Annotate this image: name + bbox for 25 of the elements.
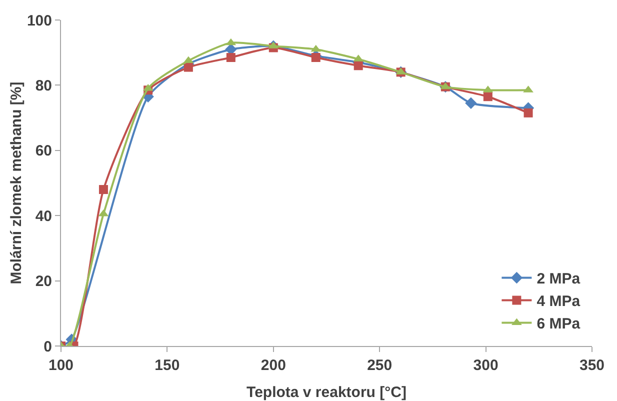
point — [483, 92, 492, 102]
point — [465, 97, 477, 109]
legend-label: 6 MPa — [536, 316, 581, 333]
point — [311, 52, 320, 62]
x-tick-label: 250 — [367, 357, 392, 374]
x-tick-label: 350 — [579, 357, 605, 374]
x-tick-label: 150 — [154, 357, 180, 374]
x-tick-label: 300 — [473, 357, 498, 374]
y-tick-label: 60 — [35, 142, 52, 160]
y-tick-label: 40 — [35, 208, 52, 225]
point — [184, 62, 193, 72]
x-axis-title: Teplota v reaktoru [°C] — [246, 384, 406, 401]
y-tick-label: 80 — [35, 77, 52, 94]
y-tick-label: 0 — [44, 338, 52, 356]
legend-label: 2 MPa — [536, 270, 581, 288]
point — [354, 61, 363, 70]
point — [524, 108, 533, 118]
legend-label: 4 MPa — [536, 293, 581, 310]
y-axis-title: Molární zlomek methanu [%] — [8, 82, 25, 284]
y-tick-label: 20 — [35, 273, 52, 290]
y-tick-label: 100 — [26, 12, 52, 30]
x-tick-label: 200 — [260, 357, 286, 374]
x-tick-label: 100 — [48, 357, 74, 374]
point — [98, 185, 108, 194]
point — [226, 52, 236, 62]
